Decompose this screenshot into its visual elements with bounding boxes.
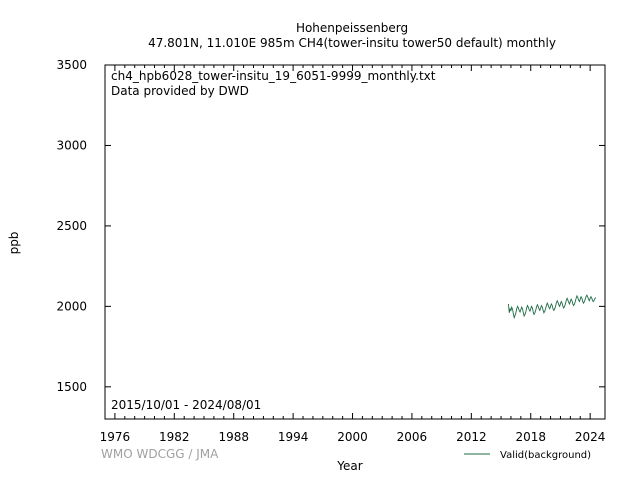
file-name-label: ch4_hpb6028_tower-insitu_19_6051-9999_mo…: [111, 69, 436, 83]
x-tick-label: 2000: [337, 430, 368, 444]
chart-subtitle: 47.801N, 11.010E 985m CH4(tower-insitu t…: [148, 36, 556, 50]
y-axis-label: ppb: [7, 232, 21, 255]
legend: Valid(background): [464, 450, 591, 461]
y-tick-label: 3500: [56, 58, 87, 72]
y-tick-label: 1500: [56, 380, 87, 394]
x-tick-label: 2012: [456, 430, 487, 444]
y-axis: 1500 2000 2500 3000 3500: [56, 58, 605, 394]
x-tick-label: 2018: [515, 430, 546, 444]
plot-frame: [104, 64, 606, 420]
x-tick-label: 1976: [100, 430, 131, 444]
x-axis-label: Year: [336, 459, 362, 473]
x-axis: 1976 1982 1988 1994 2000 2006 2012 2018 2024: [100, 65, 606, 444]
y-tick-label: 3000: [56, 138, 87, 152]
y-tick-label: 2500: [56, 219, 87, 233]
x-tick-label: 1988: [218, 430, 249, 444]
wdcgg-credit: WMO WDCGG / JMA: [101, 447, 219, 461]
x-tick-label: 1994: [278, 430, 309, 444]
x-tick-label: 1982: [159, 430, 190, 444]
x-tick-label: 2024: [575, 430, 606, 444]
chart-title: Hohenpeissenberg: [296, 21, 408, 35]
series-layer: [508, 294, 597, 320]
legend-label: Valid(background): [500, 450, 591, 461]
series-line: [508, 294, 597, 320]
period-label: 2015/10/01 - 2024/08/01: [111, 398, 261, 412]
data-provider-label: Data provided by DWD: [111, 84, 249, 98]
y-tick-label: 2000: [56, 299, 87, 313]
x-tick-label: 2006: [397, 430, 428, 444]
